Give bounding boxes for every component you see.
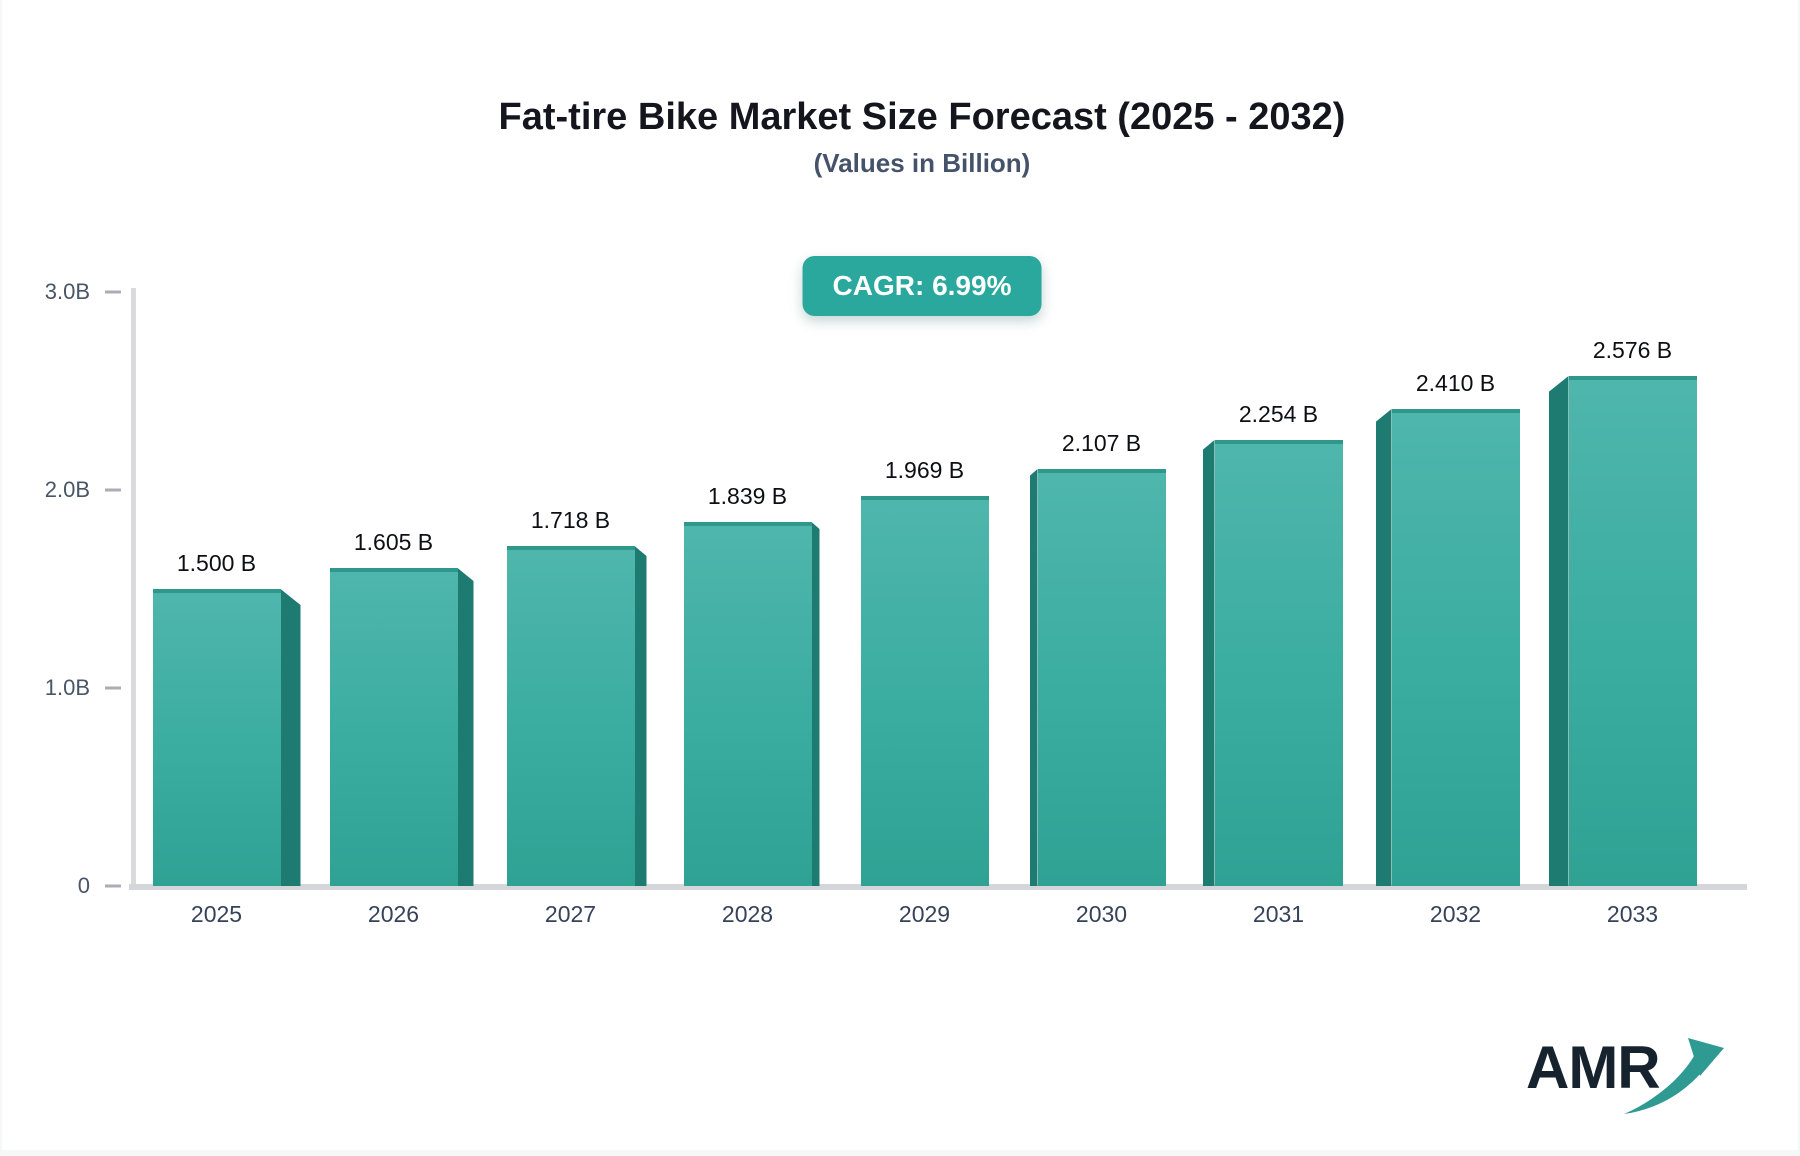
y-tick-label: 3.0B [44,279,90,304]
bar-face [329,568,458,886]
bar-side-face [1202,440,1215,886]
x-tick-label: 2030 [1075,901,1128,927]
x-axis-labels: 2025 2026 2027 2028 2029 2030 2031 2032 2033 [128,901,1721,928]
bar-face [683,522,812,886]
bar-value-label: 1.839 B [707,483,788,509]
x-tick-label: 2031 [1252,901,1305,927]
y-tick-label: 0 [77,873,90,898]
amr-logo-text: AMR [1526,1034,1661,1101]
bar-2030: 2.107 B [1029,430,1166,886]
bar-side-face [280,589,301,886]
bar-side-face [1375,409,1392,886]
bar-2026: 1.605 B [329,529,474,886]
logo-arrow-icon [1624,1038,1724,1114]
cagr-badge: CAGR: 6.99% [802,256,1042,316]
bar-slot: 1.839 B [659,253,836,886]
chart-subtitle: (Values in Billion) [813,148,1031,178]
amr-logo: AMR [1526,1036,1726,1116]
bar-face [152,589,281,886]
bar-slot: 1.969 B [836,253,1013,886]
y-tick-mark [105,884,121,888]
x-tick-label: 2032 [1429,901,1482,927]
bar-face [1037,469,1166,886]
bar-value-label: 1.500 B [176,550,257,576]
y-tick-label: 1.0B [44,675,90,700]
y-axis-line [131,288,136,886]
bar-slot: 2.410 B [1367,253,1544,886]
bar-2032: 2.410 B [1375,370,1520,886]
bar-value-label: 1.969 B [884,457,965,483]
bar-slot: 2.254 B [1190,253,1367,886]
bar-2029: 1.969 B [860,457,989,886]
x-axis-line [129,884,1747,890]
bar-face [860,496,989,886]
x-tick-label: 2029 [898,901,951,927]
bar-slot: 1.605 B [305,253,482,886]
bar-value-label: 1.718 B [530,507,611,533]
bar-side-face [1029,469,1038,886]
x-tick-label: 2026 [367,901,420,927]
bar-side-face [634,546,647,886]
bar-face [1214,440,1343,886]
bar-face [1568,376,1697,886]
x-tick-label: 2027 [544,901,597,927]
bar-2031: 2.254 B [1202,401,1343,886]
y-tick-mark [105,488,121,492]
bar-2033: 2.576 B [1548,337,1697,886]
chart-title: Fat-tire Bike Market Size Forecast (2025… [498,96,1346,138]
bars: 1.500 B 1.605 B 1.718 B 1.839 B 1.969 B 2.107… [128,253,1721,886]
bar-value-label: 2.254 B [1238,401,1319,427]
bar-2025: 1.500 B [152,550,301,886]
bar-side-face [457,568,474,886]
x-tick-label: 2025 [190,901,243,927]
y-tick-mark [105,290,121,294]
bar-value-label: 2.576 B [1592,337,1673,363]
bar-side-face [1548,376,1569,886]
bar-value-label: 2.107 B [1061,430,1142,456]
bar-side-face [811,522,820,886]
bar-2028: 1.839 B [683,483,820,886]
bar-2027: 1.718 B [506,507,647,886]
bar-slot: 2.107 B [1013,253,1190,886]
bar-face [1391,409,1520,886]
x-tick-label: 2033 [1606,901,1659,927]
bar-value-label: 1.605 B [353,529,434,555]
x-tick-label: 2028 [721,901,774,927]
bar-slot: 1.500 B [128,253,305,886]
bar-value-label: 2.410 B [1415,370,1496,396]
y-tick-mark [105,686,121,690]
bar-face [506,546,635,886]
y-tick-label: 2.0B [44,477,90,502]
bar-slot: 2.576 B [1544,253,1721,886]
bar-slot: 1.718 B [482,253,659,886]
